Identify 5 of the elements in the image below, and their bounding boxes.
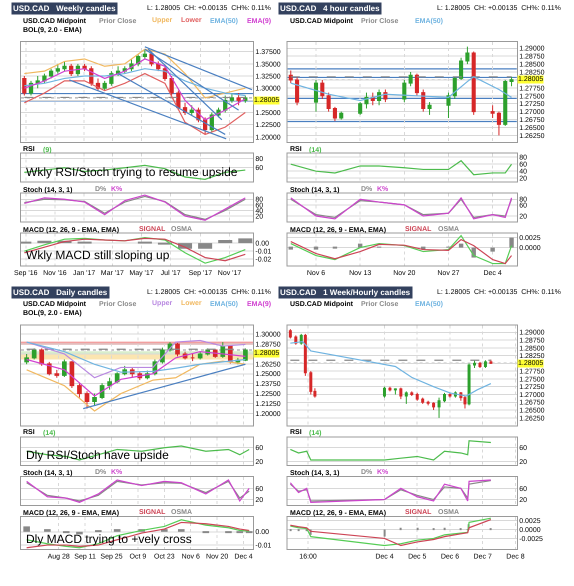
chart-title: USD.CAD 1 Week/Hourly candles xyxy=(280,288,411,297)
annotation: Wkly MACD still sloping up xyxy=(26,248,170,262)
chart-title: USD.CAD Daily candles xyxy=(13,288,108,297)
chart-title: USD.CAD 4 hour candles xyxy=(280,4,380,13)
chart-title: USD.CAD Weekly candles xyxy=(13,4,116,13)
